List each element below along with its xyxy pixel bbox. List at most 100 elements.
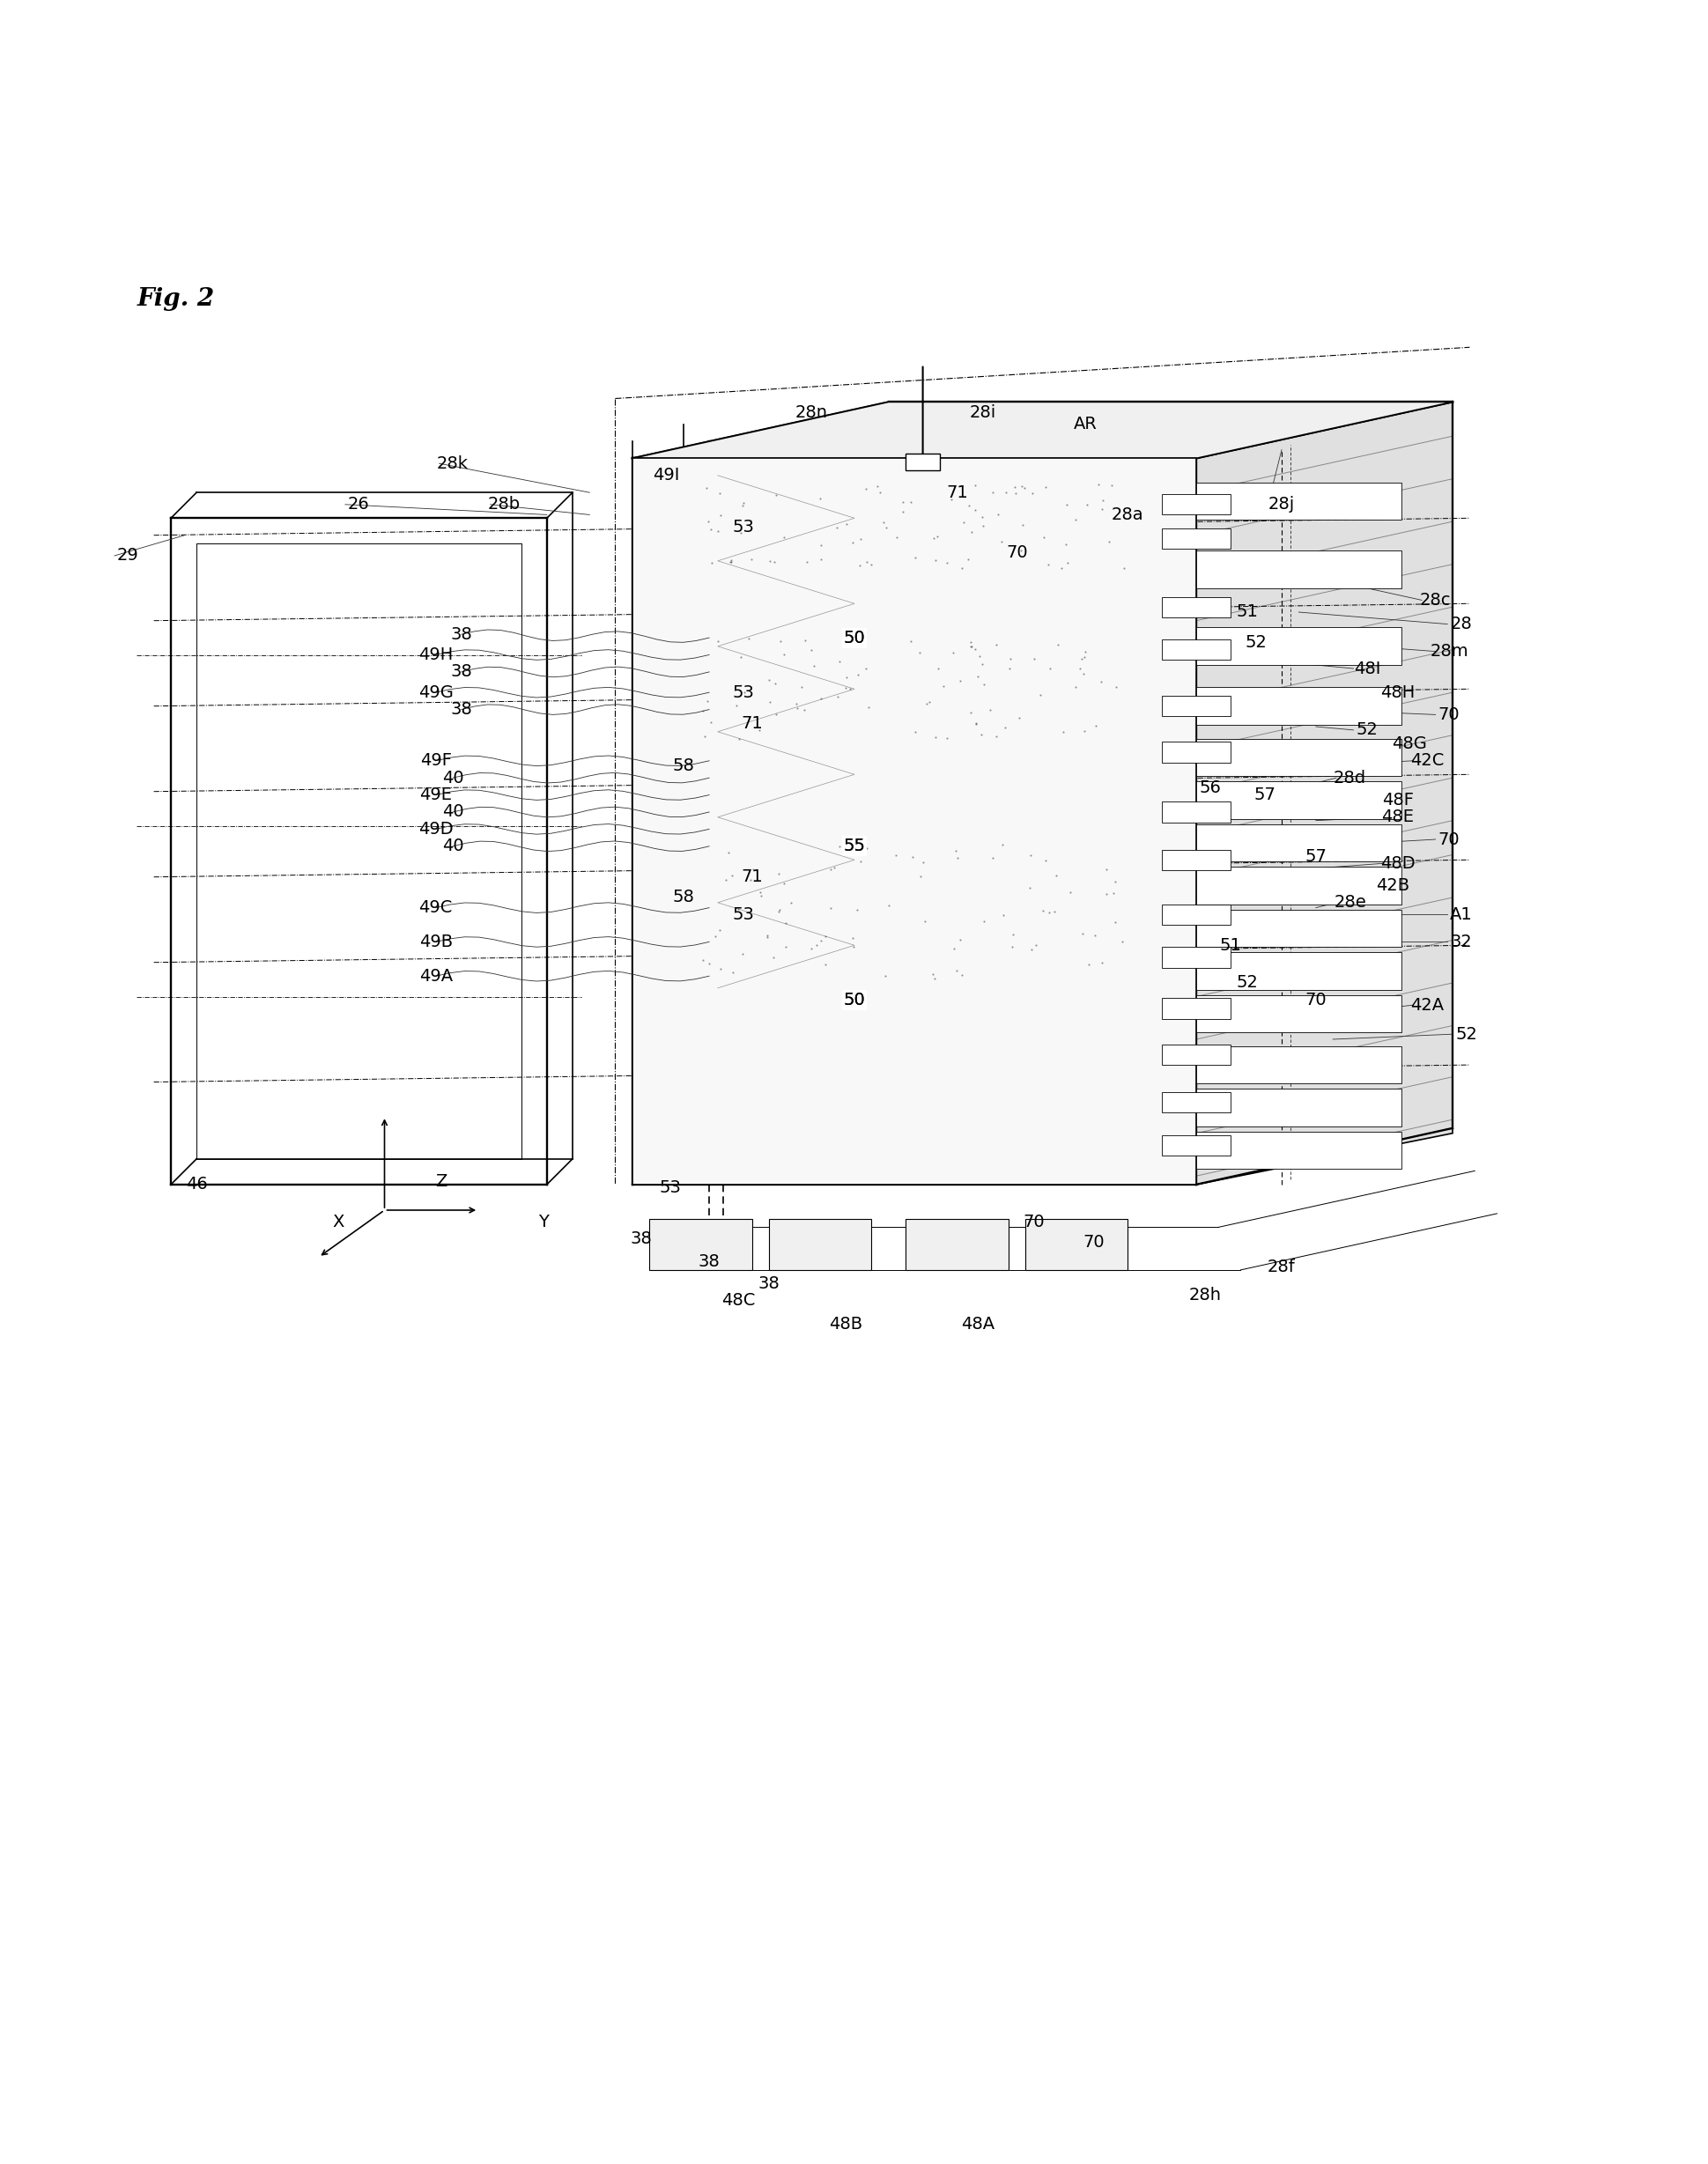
Point [777,885,804,920]
Point [939,931,967,965]
Point [1061,671,1088,705]
Text: 71: 71 [946,485,967,500]
Text: 28d: 28d [1332,770,1366,786]
Point [902,539,929,573]
Text: 70: 70 [1083,1233,1103,1251]
Point [695,946,722,980]
Text: 70: 70 [1023,1214,1044,1231]
Point [1001,470,1028,504]
Point [852,472,880,506]
Point [962,467,989,502]
Point [823,511,851,545]
Point [888,485,915,519]
Point [1086,664,1114,699]
Point [921,543,948,578]
Point [755,662,782,697]
Text: 53: 53 [659,1179,680,1197]
Text: 38: 38 [451,664,471,679]
Point [705,476,733,511]
Text: 70: 70 [1438,831,1459,848]
Point [968,500,996,535]
Bar [769,1218,871,1270]
Text: A1: A1 [1448,907,1472,922]
Point [902,714,929,749]
Point [729,675,757,710]
Point [933,545,960,580]
Text: 28f: 28f [1267,1257,1295,1275]
Point [717,543,745,578]
Text: 57: 57 [1254,786,1274,803]
Text: 70: 70 [1305,991,1325,1008]
Point [738,541,765,576]
Point [936,483,963,517]
Text: 49G: 49G [418,684,453,701]
Point [1001,476,1028,511]
Polygon shape [1196,995,1401,1032]
Text: 70: 70 [1006,543,1027,560]
Text: 49H: 49H [418,647,453,662]
Text: 49D: 49D [418,820,453,837]
Text: 52: 52 [1356,721,1377,738]
Point [728,487,755,522]
Point [1009,506,1037,541]
Point [845,547,873,582]
Point [897,485,924,519]
Point [712,863,740,898]
Point [820,850,847,885]
Point [970,667,997,701]
Bar [1161,493,1230,515]
Point [933,721,960,755]
Point [762,667,789,701]
Text: 55: 55 [844,837,864,855]
Point [909,844,936,879]
Bar [1161,905,1230,924]
Point [871,959,898,993]
Point [907,859,934,894]
Point [811,948,839,982]
Point [844,894,871,928]
Point [1069,656,1097,690]
Text: 48F: 48F [1382,792,1413,809]
Bar [1161,742,1230,762]
Polygon shape [632,403,1452,459]
Text: 50: 50 [844,991,864,1008]
Point [1069,915,1097,950]
Text: 48B: 48B [828,1316,863,1333]
Point [1016,837,1044,872]
Point [956,630,984,664]
Text: 40: 40 [442,803,463,820]
Point [762,478,789,513]
Text: 50: 50 [844,630,864,647]
Point [695,504,722,539]
Text: 50: 50 [844,991,864,1008]
Point [1061,502,1088,537]
Text: 48C: 48C [721,1292,755,1309]
Bar [1161,597,1230,617]
Point [948,552,975,586]
Point [962,491,989,526]
Point [1100,905,1127,939]
Point [753,920,781,954]
Text: Y: Y [538,1214,548,1231]
Point [835,671,863,705]
Bar [1161,638,1230,660]
Point [839,526,866,560]
Point [869,504,897,539]
Point [1008,470,1035,504]
Point [811,920,839,954]
Point [1044,628,1071,662]
Point [770,636,798,671]
Text: 57: 57 [1305,848,1325,866]
Point [958,515,986,550]
Point [762,697,789,731]
Bar [1161,803,1230,822]
Text: 29: 29 [118,547,138,565]
Text: 48I: 48I [1353,660,1380,677]
Point [866,474,893,509]
Point [825,829,852,863]
Text: 42B: 42B [1375,876,1409,894]
Point [1021,928,1049,963]
Point [806,541,834,576]
Point [798,931,825,965]
Text: 49A: 49A [418,967,453,985]
